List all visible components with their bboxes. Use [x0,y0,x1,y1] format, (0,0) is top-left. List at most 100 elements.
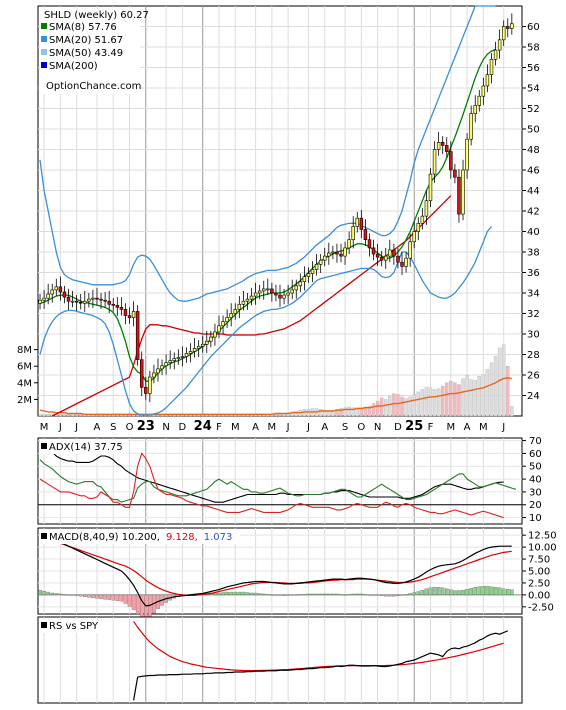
volume-bar [221,415,225,417]
volume-bar [436,388,441,417]
volume-bar [196,415,201,417]
volume-bar [245,415,250,417]
volume-bar [412,394,416,417]
candle-body [196,345,201,349]
candle-body [42,297,46,301]
month-label: M [479,422,488,433]
volume-bar [172,415,176,417]
candle-body [200,343,205,347]
macd-histogram-bar [363,594,368,596]
volume-bar [294,410,298,417]
candle-body [74,300,79,303]
volume-bar [209,415,213,417]
candle-body [54,286,59,291]
macd-histogram-bar [87,594,91,598]
month-label: M [231,422,240,433]
macd-histogram-bar [123,594,128,604]
candle-body [420,215,425,224]
adx-tick-label: 40 [529,475,542,486]
volume-bar [225,415,229,417]
volume-bar [62,414,67,417]
candle-body [192,348,197,352]
candle-body [144,386,148,394]
macd-histogram-bar [428,587,433,596]
candle-body [327,252,331,257]
volume-y-axis: 2M 4M 6M 8M [17,345,38,406]
volume-bar [192,415,197,417]
macd-histogram-bar [135,594,140,615]
price-tick-label: 44 [527,186,540,197]
candle-body [436,142,441,150]
macd-histogram-bar [355,593,360,596]
price-panel: 24 26 28 30 32 34 36 38 40 42 44 46 48 50 52 54 56 58 60 2… [17,5,540,417]
macd-histogram-bar [367,594,372,596]
price-tick-label: 26 [527,371,540,382]
macd-histogram-bar [253,592,258,596]
macd-histogram-bar [477,586,482,596]
legend-entry: SMA(200) [49,61,98,72]
price-tick-label: 60 [527,22,540,33]
volume-bar [164,415,168,417]
price-tick-label: 54 [527,84,540,95]
candle-body [274,292,278,296]
candle-body [156,368,160,374]
macd-histogram-bar [489,586,494,596]
volume-average-line [39,377,512,415]
volume-bar [152,415,156,417]
candle-body [50,289,54,295]
candle-body [489,58,494,75]
volume-bar [497,347,502,417]
volume-bar [249,415,254,417]
macd-tick-label: 12.50 [528,531,557,542]
candle-body [331,251,335,254]
volume-bar [379,397,384,417]
volume-bar [241,415,246,417]
macd-histogram-bar [62,594,67,596]
volume-bar [229,415,233,417]
volume-tick-label: 4M [17,378,32,389]
macd-histogram-bar [103,594,107,600]
macd-histogram-bar [359,593,364,596]
candle-body [217,325,221,333]
macd-histogram-bar [379,594,384,596]
month-label: D [394,422,402,433]
legend-swatch [41,62,47,68]
candle-body [119,307,124,310]
volume-bar [156,415,160,417]
candle-body [262,288,266,292]
candle-body [123,309,128,316]
macd-histogram-bar [322,593,327,596]
volume-tick-label: 2M [17,395,32,406]
macd-histogram-bar [270,594,274,596]
volume-bar [424,386,429,417]
candle-body [38,299,42,304]
macd-histogram-bar [278,594,282,596]
candle-body [408,241,412,259]
candle-body [111,303,115,306]
candle-body [266,288,270,291]
candle-body [384,255,388,261]
macd-histogram-bar [453,590,457,596]
candle-body [298,281,303,287]
macd-histogram-bar [95,594,99,599]
candle-body [286,292,290,296]
legend-items: SMA(8) 57.76 SMA(20) 51.67 SMA(50) 43.49 SM… [41,22,123,72]
macd-histogram-bar [420,589,425,596]
candle-body [363,229,368,240]
candle-body [510,23,514,29]
price-tick-label: 42 [527,207,540,218]
candle-body [62,291,67,298]
macd-histogram-bar [119,594,124,602]
candle-body [83,300,87,304]
volume-bar [58,414,63,417]
chart-title: SHLD (weekly) 60.27 [44,10,149,21]
volume-bar [351,407,355,417]
macd-histogram-bar [50,592,55,596]
candle-body [396,255,400,263]
legend-entry: SMA(8) 57.76 [49,22,117,33]
macd-line [39,532,512,607]
volume-bar [335,409,339,417]
